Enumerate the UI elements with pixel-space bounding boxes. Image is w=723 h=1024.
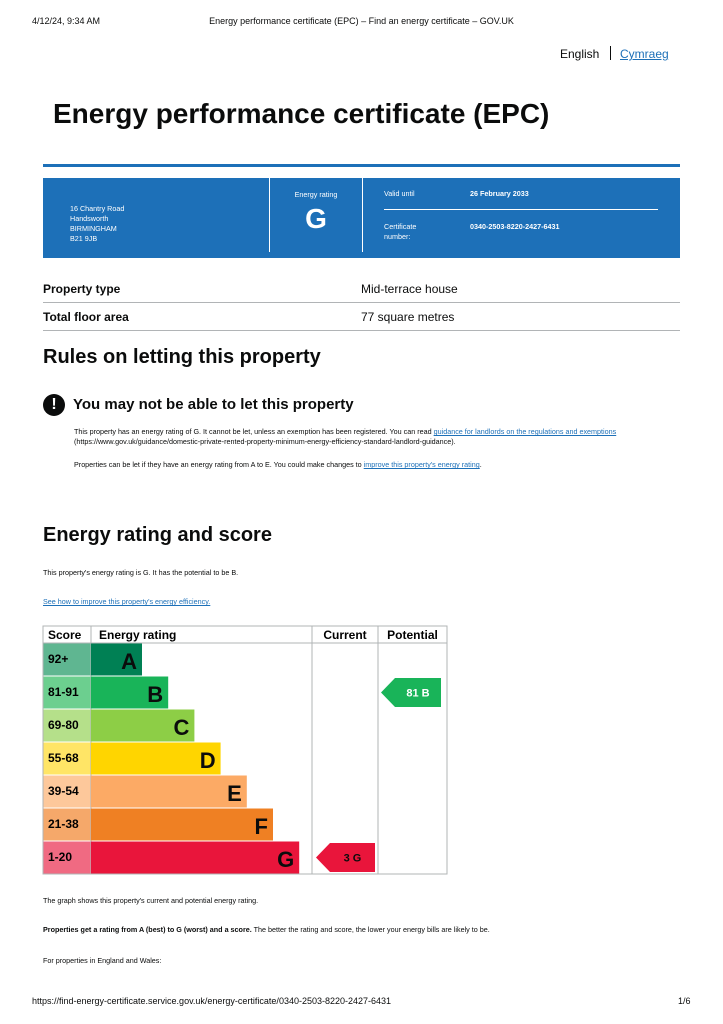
warning-icon: ! xyxy=(43,394,65,416)
address-line: 16 Chantry Road xyxy=(70,204,125,213)
footer-page: 1/6 xyxy=(678,996,691,1006)
row-rule xyxy=(43,330,680,331)
band-bar xyxy=(91,676,169,709)
valid-label: Valid until xyxy=(384,189,415,198)
score-label: 92+ xyxy=(48,652,68,666)
chart-frame xyxy=(42,625,448,875)
band-bar xyxy=(91,643,142,676)
divider xyxy=(384,209,658,210)
row-label: Total floor area xyxy=(43,310,129,324)
score-cell xyxy=(43,841,91,874)
address: 16 Chantry Road Handsworth BIRMINGHAM B21 9… xyxy=(70,204,124,244)
page-title: Energy performance certificate (EPC) xyxy=(53,98,550,129)
band-letter: F xyxy=(255,814,268,839)
heading: Rules on letting this property xyxy=(43,346,321,368)
current-arrow xyxy=(316,843,375,872)
score-cell xyxy=(43,775,91,808)
row-value: 77 square metres xyxy=(361,310,455,324)
band-letter: A xyxy=(121,649,137,674)
score-cell xyxy=(43,676,91,709)
lang-divider xyxy=(610,46,611,60)
score-cell xyxy=(43,643,91,676)
divider xyxy=(362,178,363,252)
valid-until: 26 February 2033 xyxy=(470,189,529,198)
text: The better the rating and score, the low… xyxy=(251,925,490,934)
print-datetime: 4/12/24, 9:34 AM xyxy=(32,16,101,26)
link[interactable]: guidance for landlords on the regulation… xyxy=(433,427,617,436)
title-rule xyxy=(43,164,680,167)
band-letter: B xyxy=(147,682,163,707)
paragraph: Properties can be let if they have an en… xyxy=(74,460,482,469)
score-cell xyxy=(43,742,91,775)
text: Properties get a rating from A (best) to… xyxy=(43,925,252,934)
row-rule xyxy=(43,302,680,303)
band-letter: C xyxy=(174,715,190,740)
footer-url: https://find-energy-certificate.service.… xyxy=(32,996,392,1006)
score-cell xyxy=(43,709,91,742)
score-label: 39-54 xyxy=(48,784,79,798)
column-header: Score xyxy=(48,628,82,642)
score-cell xyxy=(43,808,91,841)
address-line: Handsworth xyxy=(70,214,109,223)
address-line: BIRMINGHAM xyxy=(70,224,117,233)
summary-box: 16 Chantry Road Handsworth BIRMINGHAM B21 9… xyxy=(43,178,680,258)
current-label: 3 G xyxy=(344,853,362,865)
certificate-label: Certificate number: xyxy=(384,222,417,241)
band-letter: E xyxy=(227,781,242,806)
column-header: Energy rating xyxy=(99,628,176,642)
link[interactable]: improve this property's energy rating xyxy=(363,460,480,469)
band-bar xyxy=(91,709,195,742)
rating: G xyxy=(305,203,327,234)
band-bar xyxy=(91,841,300,874)
column-header: Current xyxy=(323,628,366,642)
band-bar xyxy=(91,808,273,841)
caption: The graph shows this property's current … xyxy=(43,896,259,905)
potential-label: 81 B xyxy=(406,688,429,700)
score-label: 55-68 xyxy=(48,751,79,765)
print-title: Energy performance certificate (EPC) – F… xyxy=(209,16,514,26)
paragraph: This property has an energy rating of G.… xyxy=(74,427,674,447)
divider xyxy=(269,178,270,252)
band-bar xyxy=(91,775,247,808)
band-letter: D xyxy=(200,748,216,773)
rating-label: Energy rating xyxy=(294,190,338,199)
band-bar xyxy=(91,742,221,775)
address-line: B21 9JB xyxy=(70,234,98,243)
row-value: Mid-terrace house xyxy=(361,282,458,296)
lang-english: English xyxy=(560,47,600,61)
heading: Energy rating and score xyxy=(43,524,272,546)
text: This property has an energy rating of G.… xyxy=(74,427,434,436)
score-label: 1-20 xyxy=(48,850,72,864)
lang-cymraeg[interactable]: Cymraeg xyxy=(620,47,669,61)
row-label: Property type xyxy=(43,282,121,296)
text: (https://www.gov.uk/guidance/domestic-pr… xyxy=(74,437,456,446)
score-label: 21-38 xyxy=(48,817,79,831)
warning-text: You may not be able to let this property xyxy=(73,396,354,413)
intro: This property's energy rating is G. It h… xyxy=(43,568,239,577)
band-letter: G xyxy=(277,847,294,872)
paragraph: For properties in England and Wales: xyxy=(43,956,162,965)
score-label: 69-80 xyxy=(48,718,79,732)
score-label: 81-91 xyxy=(48,685,79,699)
column-header: Potential xyxy=(387,628,438,642)
text: Properties can be let if they have an en… xyxy=(74,460,364,469)
link[interactable]: See how to improve this property's energ… xyxy=(43,597,211,606)
certificate-number: 0340-2503-8220-2427-6431 xyxy=(470,222,560,231)
paragraph: Properties get a rating from A (best) to… xyxy=(43,925,490,934)
potential-arrow xyxy=(381,678,441,707)
text: . xyxy=(479,460,482,469)
